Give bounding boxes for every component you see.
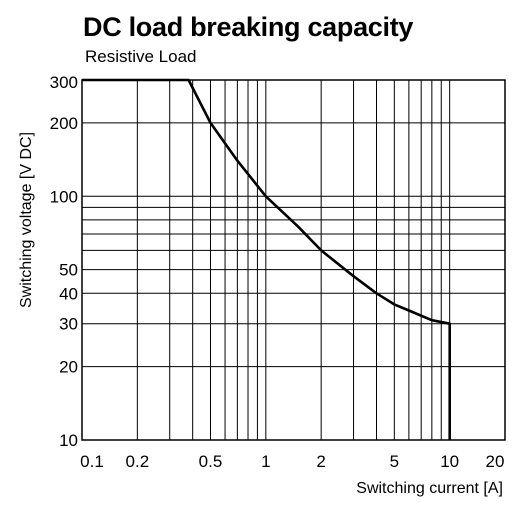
x-tick-label: 10 [440, 452, 459, 471]
grid-layer [82, 80, 505, 440]
x-tick-label: 20 [486, 452, 505, 471]
x-tick-labels: 0.1 0.2 0.5 1 2 5 10 20 [80, 452, 504, 471]
x-tick-label: 0.5 [199, 452, 223, 471]
y-tick-label: 50 [59, 261, 78, 280]
y-tick-label: 20 [59, 358, 78, 377]
x-tick-label: 0.2 [126, 452, 150, 471]
series-line [82, 78, 451, 440]
chart-subtitle: Resistive Load [85, 47, 197, 66]
x-tick-label: 2 [316, 452, 325, 471]
x-tick-label: 5 [390, 452, 399, 471]
y-tick-label: 40 [59, 284, 78, 303]
y-tick-label: 10 [59, 431, 78, 450]
plot-frame [81, 79, 506, 441]
x-tick-label: 0.1 [80, 452, 104, 471]
y-tick-label: 200 [50, 114, 78, 133]
x-tick-label: 1 [261, 452, 270, 471]
x-axis-label: Switching current [A] [356, 480, 503, 497]
y-tick-labels: 10 20 30 40 50 100 200 300 [50, 73, 78, 450]
y-axis-label: Switching voltage [V DC] [18, 132, 35, 308]
y-tick-label: 100 [50, 187, 78, 206]
y-tick-label: 30 [59, 315, 78, 334]
chart-title: DC load breaking capacity [83, 12, 414, 42]
y-tick-label: 300 [50, 73, 78, 92]
